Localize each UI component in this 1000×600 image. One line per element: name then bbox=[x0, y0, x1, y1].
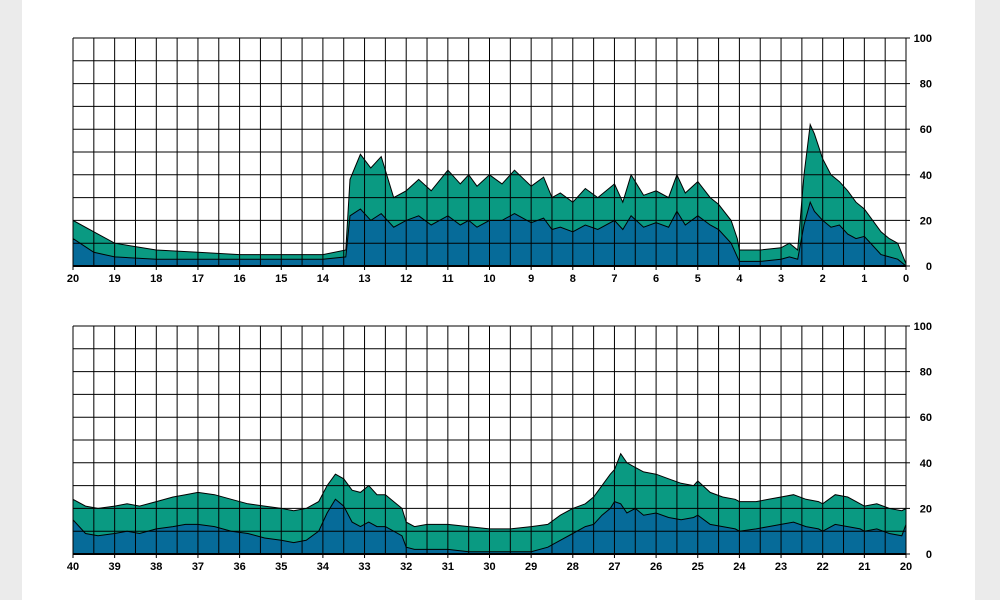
y-tick-label: 60 bbox=[920, 124, 932, 136]
x-tick-label: 4 bbox=[736, 273, 743, 285]
y-tick-label: 40 bbox=[920, 170, 932, 182]
x-tick-label: 24 bbox=[733, 561, 746, 573]
grid bbox=[72, 37, 907, 267]
x-tick-label: 37 bbox=[192, 561, 204, 573]
y-tick-label: 20 bbox=[920, 215, 932, 227]
y-tick-label: 100 bbox=[914, 33, 932, 45]
y-tick-label: 40 bbox=[920, 458, 932, 470]
x-tick-label: 38 bbox=[150, 561, 162, 573]
x-tick-label: 35 bbox=[275, 561, 287, 573]
x-tick-label: 40 bbox=[67, 561, 79, 573]
x-tick-label: 3 bbox=[778, 273, 784, 285]
charts-canvas: 20 19 18 17 16 15 14 13 12 11 10 9 8 7 6 5 4 3 2 1 002040608… bbox=[67, 33, 932, 573]
y-tick-label: 60 bbox=[920, 412, 932, 424]
y-tick-label: 20 bbox=[920, 503, 932, 515]
x-tick-label: 12 bbox=[400, 273, 412, 285]
x-tick-label: 39 bbox=[109, 561, 121, 573]
x-tick-label: 15 bbox=[275, 273, 287, 285]
x-tick-label: 19 bbox=[109, 273, 121, 285]
x-tick-label: 10 bbox=[483, 273, 495, 285]
x-tick-label: 23 bbox=[775, 561, 787, 573]
x-tick-label: 32 bbox=[400, 561, 412, 573]
x-tick-label: 7 bbox=[611, 273, 617, 285]
x-tick-label: 22 bbox=[817, 561, 829, 573]
x-tick-label: 16 bbox=[233, 273, 245, 285]
x-tick-label: 34 bbox=[317, 561, 330, 573]
x-tick-label: 2 bbox=[820, 273, 826, 285]
x-tick-label: 1 bbox=[861, 273, 867, 285]
x-tick-label: 21 bbox=[858, 561, 870, 573]
x-tick-label: 13 bbox=[358, 273, 370, 285]
x-tick-label: 26 bbox=[650, 561, 662, 573]
x-tick-label: 30 bbox=[483, 561, 495, 573]
y-tick-label: 80 bbox=[920, 79, 932, 91]
x-tick-label: 28 bbox=[567, 561, 579, 573]
x-tick-label: 5 bbox=[695, 273, 701, 285]
y-tick-label: 0 bbox=[926, 549, 932, 561]
x-tick-label: 36 bbox=[233, 561, 245, 573]
x-tick-label: 17 bbox=[192, 273, 204, 285]
x-tick-label: 9 bbox=[528, 273, 534, 285]
x-tick-label: 0 bbox=[903, 273, 909, 285]
y-tick-label: 0 bbox=[926, 261, 932, 273]
x-tick-label: 18 bbox=[150, 273, 162, 285]
x-tick-label: 25 bbox=[692, 561, 704, 573]
x-tick-label: 20 bbox=[900, 561, 912, 573]
chart-page: 20 19 18 17 16 15 14 13 12 11 10 9 8 7 6 5 4 3 2 1 0 0 20 40 60 8… bbox=[22, 0, 975, 600]
x-tick-label: 11 bbox=[442, 273, 454, 285]
y-tick-label: 100 bbox=[914, 321, 932, 333]
x-tick-label: 33 bbox=[358, 561, 370, 573]
x-tick-label: 8 bbox=[570, 273, 576, 285]
x-tick-label: 6 bbox=[653, 273, 659, 285]
x-tick-label: 14 bbox=[317, 273, 330, 285]
chart-1: 20 19 18 17 16 15 14 13 12 11 10 9 8 7 6 5 4 3 2 1 002040608… bbox=[67, 33, 932, 285]
x-tick-label: 31 bbox=[442, 561, 454, 573]
x-tick-label: 29 bbox=[525, 561, 537, 573]
y-tick-label: 80 bbox=[920, 367, 932, 379]
chart-2: 40 39 38 37 36 35 34 33 32 31 30 29 28 27 26 25 24 23 22 21… bbox=[67, 321, 932, 573]
grid bbox=[72, 325, 907, 555]
x-tick-label: 20 bbox=[67, 273, 79, 285]
x-tick-label: 27 bbox=[608, 561, 620, 573]
